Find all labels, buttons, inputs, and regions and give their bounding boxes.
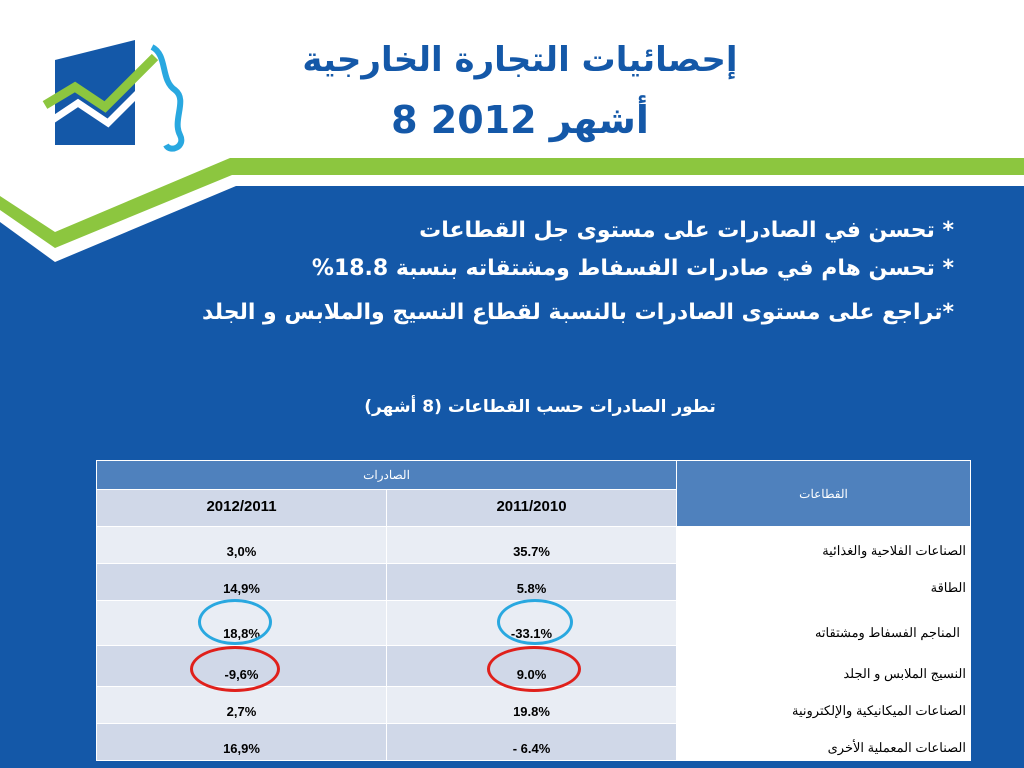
value-2012: 16,9% <box>96 723 387 761</box>
value-2012: 3,0% <box>96 526 387 564</box>
sector-label: المناجم الفسفاط ومشتقاته <box>676 600 972 646</box>
table-row: 3,0% 35.7% الصناعات الفلاحية والغذائية <box>96 526 972 564</box>
value-2012: 2,7% <box>96 686 387 724</box>
page-subtitle: 8 أشهر 2012 <box>391 98 649 142</box>
highlight-circle-blue <box>198 599 272 645</box>
page-title: إحصائيات التجارة الخارجية <box>302 40 738 80</box>
sector-label: الصناعات الفلاحية والغذائية <box>676 526 972 564</box>
sectors-header: القطاعات <box>676 460 972 527</box>
highlight-item: * تحسن في الصادرات على مستوى جل القطاعات <box>419 218 954 243</box>
highlight-circle-red <box>190 646 280 692</box>
logo-icon <box>42 40 185 152</box>
value-2011: - 6.4% <box>385 723 678 761</box>
sector-label: الصناعات المعملية الأخرى <box>676 723 972 761</box>
highlight-circle-blue <box>497 599 573 645</box>
column-header-2012: 2012/2011 <box>96 489 387 527</box>
value-2012: 14,9% <box>96 563 387 601</box>
sector-label: النسيج الملابس و الجلد <box>676 645 972 687</box>
table-row: 16,9% - 6.4% الصناعات المعملية الأخرى <box>96 723 972 761</box>
value-2011: 35.7% <box>385 526 678 564</box>
highlight-item: *تراجع على مستوى الصادرات بالنسبة لقطاع … <box>202 300 954 325</box>
table-row: 2,7% 19.8% الصناعات الميكانيكية والإلكتر… <box>96 686 972 724</box>
column-header-2011: 2011/2010 <box>385 489 678 527</box>
exports-group-header: الصادرات <box>95 460 678 490</box>
highlight-item: * تحسن هام في صادرات الفسفاط ومشتقاته بن… <box>311 256 954 281</box>
sector-label: الطاقة <box>676 563 972 601</box>
sector-label: الصناعات الميكانيكية والإلكترونية <box>676 686 972 724</box>
highlight-circle-red <box>487 646 581 692</box>
table-caption: تطور الصادرات حسب القطاعات (8 أشهر) <box>364 397 716 417</box>
exports-table: الصادرات القطاعات 2012/2011 2011/2010 3,… <box>95 460 972 761</box>
highlights-list: * تحسن في الصادرات على مستوى جل القطاعات… <box>134 212 954 332</box>
value-2011: 5.8% <box>385 563 678 601</box>
table-row: 14,9% 5.8% الطاقة <box>96 563 972 601</box>
value-2011: 19.8% <box>385 686 678 724</box>
